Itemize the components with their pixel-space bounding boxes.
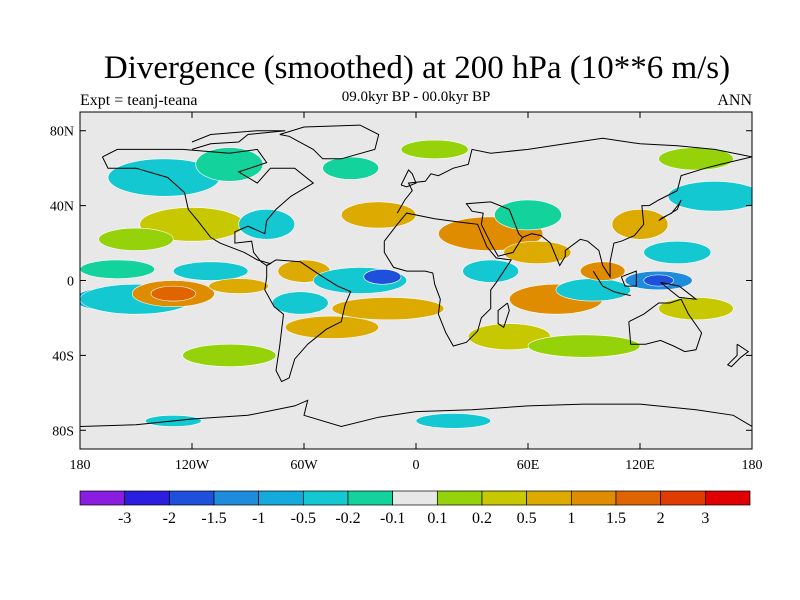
y-tick-label-3: 40S xyxy=(52,349,74,364)
chart-title: Divergence (smoothed) at 200 hPa (10**6 … xyxy=(103,50,731,86)
coastline-15 xyxy=(726,343,750,368)
colorbar-swatch-1 xyxy=(124,490,170,506)
x-tick-label-3: 0 xyxy=(413,458,420,473)
coastline-5 xyxy=(522,156,752,279)
field-region-36 xyxy=(527,334,641,358)
field-region-8 xyxy=(98,227,174,251)
x-tick-label-0: 180 xyxy=(70,458,91,473)
x-tick-label-5: 120E xyxy=(625,458,655,473)
colorbar-label-2: -1.5 xyxy=(201,510,226,527)
experiment-label: Expt = teanj-teana xyxy=(80,92,198,109)
field-region-6 xyxy=(208,278,269,294)
y-tick-label-0: 80N xyxy=(50,125,74,140)
coastline-10 xyxy=(658,199,682,222)
coastline-8 xyxy=(620,270,637,287)
coastline-4 xyxy=(465,201,524,257)
field-region-5 xyxy=(173,261,249,281)
coastline-14 xyxy=(497,302,510,329)
field-region-23 xyxy=(494,199,562,231)
field-region-19 xyxy=(322,156,379,180)
field-region-28 xyxy=(579,261,626,281)
field-region-27 xyxy=(555,278,631,302)
coastline-12 xyxy=(80,399,752,428)
field-region-10 xyxy=(195,147,264,182)
field-region-11 xyxy=(238,209,295,240)
field-region-17 xyxy=(331,297,445,321)
field-region-16 xyxy=(363,268,402,285)
colorbar-label-4: -0.5 xyxy=(291,510,316,527)
y-tick-label-2: 0 xyxy=(67,275,74,290)
colorbar-swatch-9 xyxy=(481,490,528,506)
colorbar-swatch-14 xyxy=(704,490,751,506)
field-region-24 xyxy=(503,240,572,264)
colorbar-label-5: -0.2 xyxy=(335,510,360,527)
field-region-20 xyxy=(400,139,469,160)
colorbar-label-8: 0.2 xyxy=(472,510,492,527)
colorbar-swatch-12 xyxy=(615,490,662,506)
y-tick-label-4: 80S xyxy=(52,424,74,439)
coastline-3 xyxy=(383,212,513,347)
coastline-9 xyxy=(660,281,698,300)
field-region-13 xyxy=(271,291,329,315)
coastline-7 xyxy=(592,270,631,296)
colorbar-label-13: 3 xyxy=(701,510,709,527)
colorbar-swatch-5 xyxy=(302,490,349,506)
x-tick-label-6: 180 xyxy=(742,458,763,473)
colorbar-swatch-2 xyxy=(168,490,215,506)
coastline-1 xyxy=(264,259,352,383)
coastline-13 xyxy=(400,169,417,188)
field-region-34 xyxy=(658,297,734,321)
colorbar-label-3: -1 xyxy=(252,510,265,527)
colorbar-swatch-3 xyxy=(213,490,260,506)
field-region-3 xyxy=(150,285,197,302)
colorbar-swatch-4 xyxy=(258,490,304,506)
colorbar-swatch-8 xyxy=(436,490,483,506)
colorbar-swatch-0 xyxy=(79,490,126,506)
colorbar-label-6: -0.1 xyxy=(380,510,405,527)
field-region-22 xyxy=(462,259,519,283)
colorbar-label-10: 1 xyxy=(567,510,575,527)
colorbar-label-11: 1.5 xyxy=(606,510,626,527)
colorbar-label-7: 0.1 xyxy=(427,510,447,527)
colorbar-swatch-7 xyxy=(392,490,438,506)
coastline-6 xyxy=(628,298,703,353)
x-tick-label-4: 60E xyxy=(517,458,540,473)
chart-subtitle: 09.0kyr BP - 00.0kyr BP xyxy=(341,89,491,105)
x-tick-label-1: 120W xyxy=(175,458,210,473)
field-region-37 xyxy=(182,343,277,367)
field-region-14 xyxy=(285,315,379,339)
colorbar-swatch-6 xyxy=(347,490,394,506)
coastline-16 xyxy=(191,130,286,150)
season-label: ANN xyxy=(717,92,752,109)
field-region-32 xyxy=(643,240,712,264)
colorbar-swatch-11 xyxy=(570,490,617,506)
colorbar-label-0: -3 xyxy=(118,510,131,527)
coastline-0 xyxy=(101,148,315,267)
colorbar-label-12: 2 xyxy=(657,510,665,527)
coastline-11 xyxy=(279,124,380,160)
y-tick-label-1: 40N xyxy=(50,200,74,215)
field-region-33 xyxy=(667,180,752,212)
coastline-2 xyxy=(396,137,752,214)
colorbar-swatch-10 xyxy=(526,490,572,506)
field-region-38 xyxy=(415,413,491,429)
colorbar-swatch-13 xyxy=(660,490,706,506)
colorbar-label-1: -2 xyxy=(163,510,176,527)
x-tick-label-2: 60W xyxy=(290,458,318,473)
field-region-4 xyxy=(80,259,155,279)
colorbar-label-9: 0.5 xyxy=(517,510,537,527)
field-region-29 xyxy=(611,209,669,240)
